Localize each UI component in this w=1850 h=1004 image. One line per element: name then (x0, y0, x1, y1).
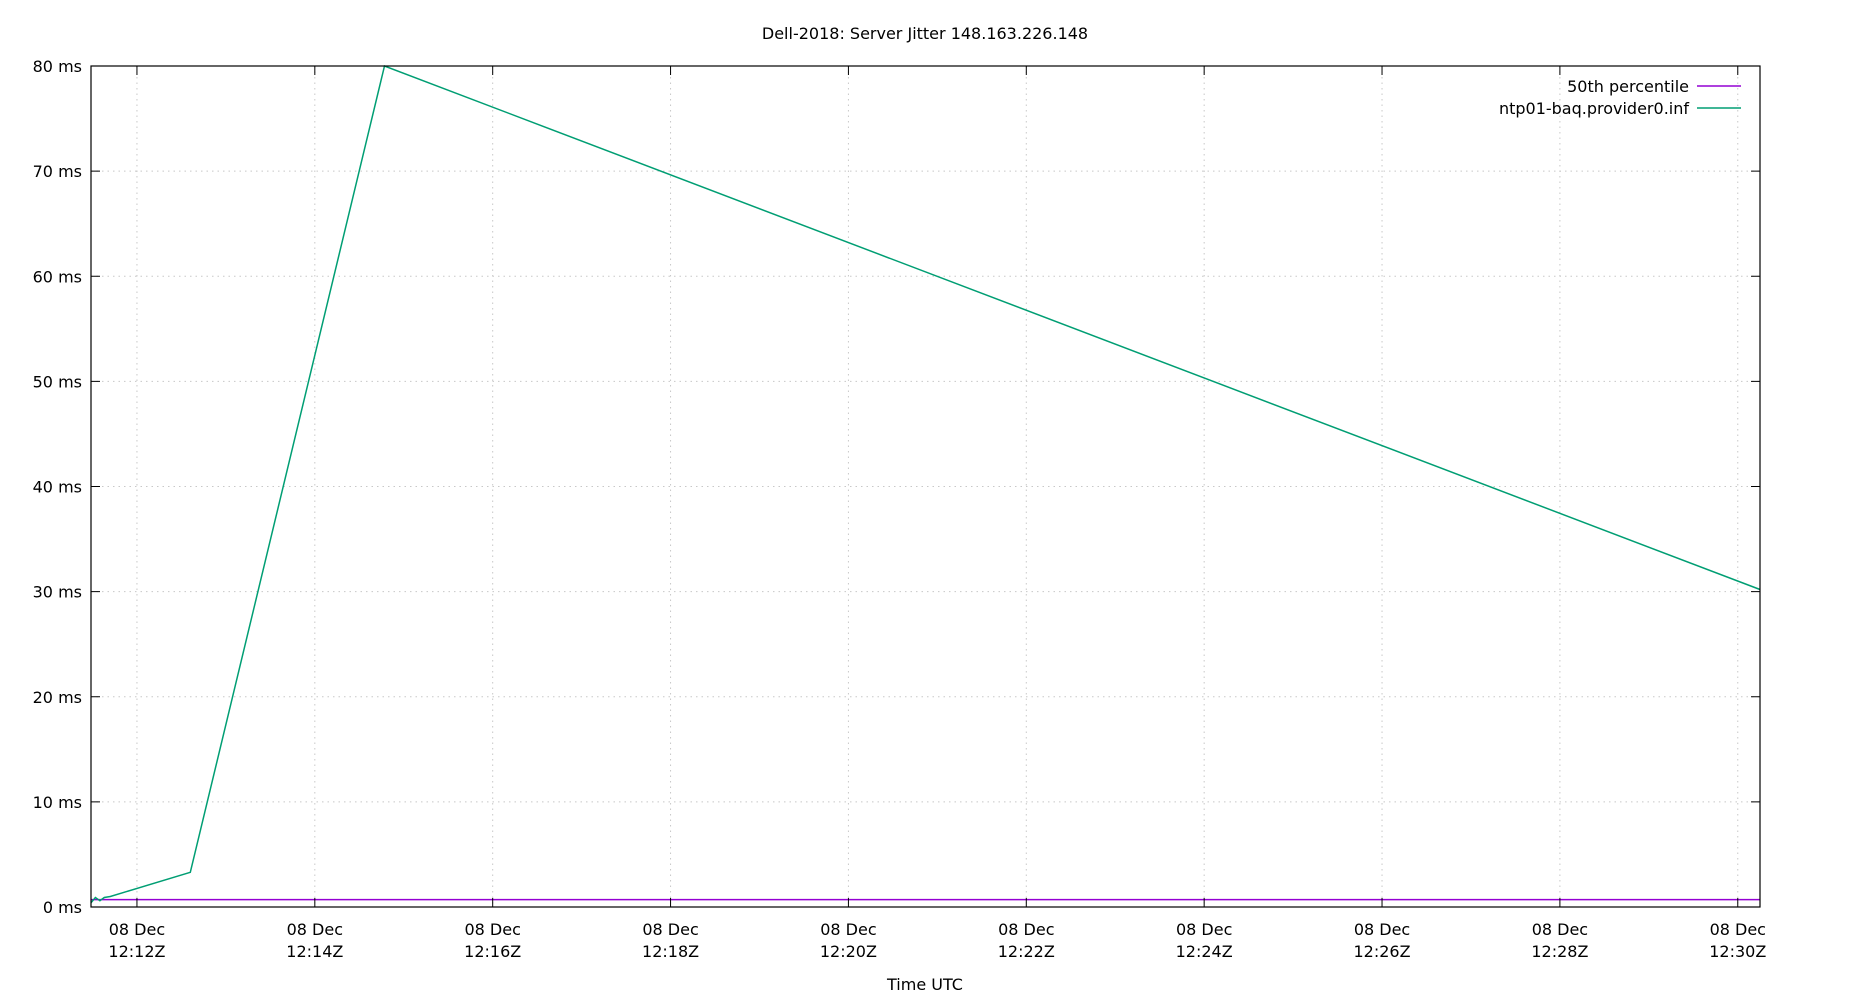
x-tick-label-date: 08 Dec (1176, 920, 1232, 939)
plot-border (90, 65, 1761, 908)
y-tick-label: 80 ms (33, 57, 82, 76)
x-tick-label-date: 08 Dec (1532, 920, 1588, 939)
y-tick-label: 10 ms (33, 793, 82, 812)
x-tick-label-date: 08 Dec (1710, 920, 1766, 939)
y-tick-label: 40 ms (33, 478, 82, 497)
series-line-1 (90, 64, 1761, 904)
x-tick-label-date: 08 Dec (109, 920, 165, 939)
x-tick-label-date: 08 Dec (642, 920, 698, 939)
x-tick-label-date: 08 Dec (998, 920, 1054, 939)
series-group (90, 64, 1761, 904)
x-tick-label-time: 12:14Z (286, 942, 343, 961)
x-tick-label-time: 12:28Z (1531, 942, 1588, 961)
y-tick-label: 70 ms (33, 162, 82, 181)
y-tick-label: 20 ms (33, 688, 82, 707)
axes: 0 ms 10 ms 20 ms 30 ms 40 ms 50 ms 60 ms 70 ms 8… (33, 57, 1767, 961)
x-tick-label-time: 12:16Z (464, 942, 521, 961)
x-tick-label-date: 08 Dec (820, 920, 876, 939)
x-tick-label-time: 12:24Z (1176, 942, 1233, 961)
x-axis-label: Time UTC (886, 975, 963, 994)
y-tick-label: 60 ms (33, 267, 82, 286)
y-tick-label: 30 ms (33, 583, 82, 602)
grid (91, 66, 1760, 907)
y-tick-label: 50 ms (33, 372, 82, 391)
legend: 50th percentile ntp01-baq.provider0.inf (1499, 77, 1741, 118)
x-tick-label-date: 08 Dec (1354, 920, 1410, 939)
x-tick-label-date: 08 Dec (287, 920, 343, 939)
chart-title: Dell-2018: Server Jitter 148.163.226.148 (762, 24, 1088, 43)
x-tick-label-time: 12:20Z (820, 942, 877, 961)
y-tick-label: 0 ms (43, 898, 82, 917)
x-tick-label-time: 12:30Z (1709, 942, 1766, 961)
legend-label-1: ntp01-baq.provider0.inf (1499, 99, 1689, 118)
x-tick-label-time: 12:26Z (1353, 942, 1410, 961)
x-tick-label-date: 08 Dec (464, 920, 520, 939)
x-tick-label-time: 12:18Z (642, 942, 699, 961)
x-tick-label-time: 12:22Z (998, 942, 1055, 961)
x-tick-label-time: 12:12Z (108, 942, 165, 961)
legend-label-0: 50th percentile (1567, 77, 1689, 96)
